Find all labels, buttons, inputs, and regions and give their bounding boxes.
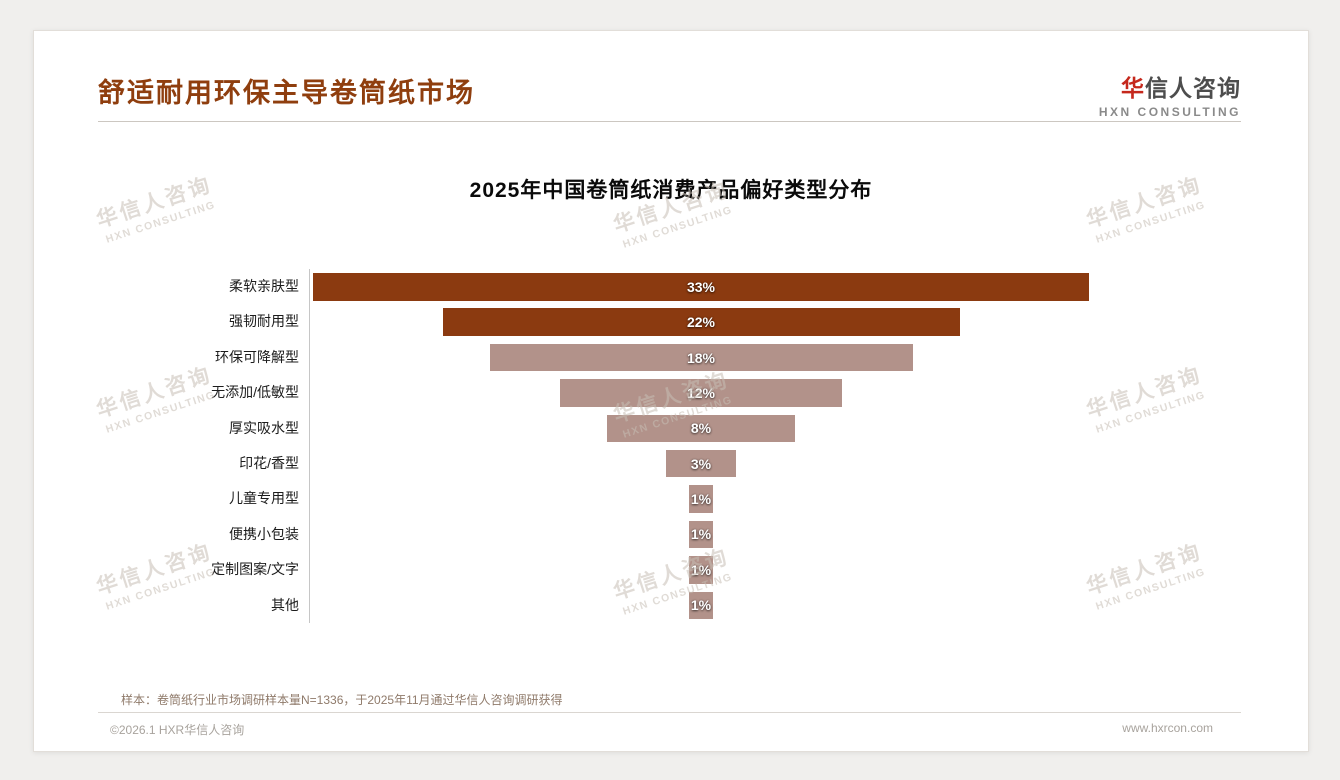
chart-title: 2025年中国卷筒纸消费产品偏好类型分布 xyxy=(469,179,873,202)
bar-value-label: 1% xyxy=(690,491,712,508)
category-label: 无添加/低敏型 xyxy=(211,384,299,401)
watermark-english-text: HXN CONSULTING xyxy=(1094,198,1208,246)
category-label: 环保可降解型 xyxy=(215,348,299,365)
bar-row: 儿童专用型 1% xyxy=(34,481,1308,517)
bar-track: 18% xyxy=(309,339,1308,376)
logo-accent-char: 华 xyxy=(1121,75,1145,101)
bar-row: 便携小包装 1% xyxy=(34,516,1308,553)
bar-value-label: 8% xyxy=(690,420,712,437)
bar: 1% xyxy=(689,485,713,513)
bar-track: 1% xyxy=(309,481,1308,517)
bar: 12% xyxy=(560,379,842,407)
bar: 8% xyxy=(607,414,795,443)
bar-track: 12% xyxy=(309,375,1308,411)
category-label: 厚实吸水型 xyxy=(229,419,299,436)
bar-value-label: 3% xyxy=(690,455,712,472)
bar-row: 定制图案/文字 1% xyxy=(34,552,1308,588)
bar-track: 1% xyxy=(309,516,1308,553)
bar-value-label: 33% xyxy=(686,278,716,295)
sample-footnote: 样本：卷筒纸行业市场调研样本量N=1336，于2025年11月通过华信人咨询调研… xyxy=(121,693,563,707)
bar: 1% xyxy=(689,520,713,549)
page-title: 舒适耐用环保主导卷筒纸市场 xyxy=(98,78,475,108)
bar-value-label: 12% xyxy=(686,384,716,401)
bar-row: 无添加/低敏型 12% xyxy=(34,375,1308,411)
logo-name-rest: 信人咨询 xyxy=(1145,75,1241,101)
category-label: 其他 xyxy=(271,596,299,613)
bar-row: 厚实吸水型 8% xyxy=(34,410,1308,446)
category-label: 柔软亲肤型 xyxy=(229,278,299,294)
bar-track: 8% xyxy=(309,410,1308,446)
category-label: 儿童专用型 xyxy=(229,490,299,507)
bar-row: 其他 1% xyxy=(34,587,1308,623)
category-label: 强韧耐用型 xyxy=(229,313,299,330)
bar: 1% xyxy=(689,591,713,620)
bar-track: 1% xyxy=(309,552,1308,588)
logo-english-name: HXN CONSULTING xyxy=(1098,105,1241,119)
bar-track: 33% xyxy=(309,269,1308,305)
bar-row: 柔软亲肤型 33% xyxy=(34,269,1308,305)
bar: 18% xyxy=(489,343,913,372)
watermark-english-text: HXN CONSULTING xyxy=(621,203,735,251)
bar-track: 1% xyxy=(309,587,1308,623)
bar-value-label: 22% xyxy=(686,314,716,331)
bar-track: 3% xyxy=(309,445,1308,482)
bar-row: 强韧耐用型 22% xyxy=(34,304,1308,340)
header-divider xyxy=(98,121,1241,122)
bar-value-label: 18% xyxy=(686,349,716,366)
bar: 22% xyxy=(442,308,960,336)
footer-divider xyxy=(98,712,1241,713)
bar-value-label: 1% xyxy=(690,561,712,578)
bar: 33% xyxy=(313,273,1089,301)
category-label: 便携小包装 xyxy=(229,525,299,542)
bar-value-label: 1% xyxy=(690,597,712,614)
bar-row: 环保可降解型 18% xyxy=(34,339,1308,376)
chart-rows: 柔软亲肤型 33% 强韧耐用型 22% 环保可降解型 18% 无添加/低敏型 12% 厚实吸水型… xyxy=(34,269,1308,623)
logo-chinese-name: 华信人咨询 xyxy=(1099,69,1241,103)
watermark-english-text: HXN CONSULTING xyxy=(104,198,218,246)
footer-copyright: ©2026.1 HXR华信人咨询 xyxy=(110,723,245,737)
bar: 1% xyxy=(689,556,713,584)
category-label: 定制图案/文字 xyxy=(211,561,299,578)
bar-row: 印花/香型 3% xyxy=(34,445,1308,482)
slide-card: 华信人咨询 HXN CONSULTING 华信人咨询 HXN CONSULTING 华信… xyxy=(33,30,1309,752)
bar-track: 22% xyxy=(309,304,1308,340)
footer-website: www.hxrcon.com xyxy=(1122,721,1213,735)
category-label: 印花/香型 xyxy=(239,454,299,471)
bar-value-label: 1% xyxy=(690,526,712,543)
bar: 3% xyxy=(665,449,737,478)
company-logo: 华信人咨询 HXN CONSULTING xyxy=(1099,69,1241,119)
